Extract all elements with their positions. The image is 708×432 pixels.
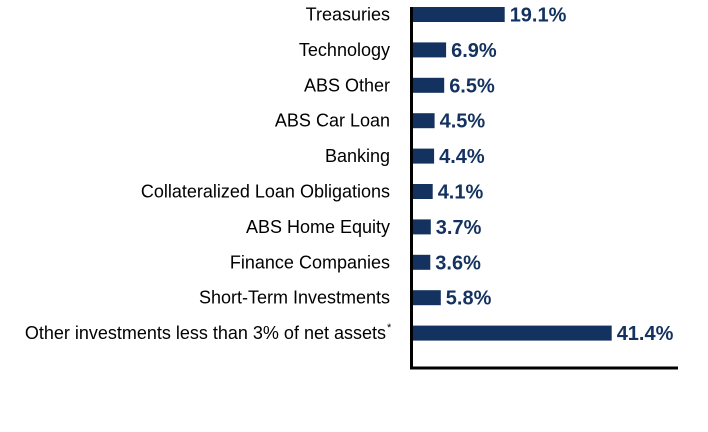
- bar-3: [413, 77, 445, 93]
- category-label: Finance Companies: [230, 252, 390, 272]
- value-label: 3.7%: [436, 217, 482, 239]
- bar-8: [413, 254, 431, 270]
- category-label: Collateralized Loan Obligations: [141, 182, 390, 202]
- bar-4: [413, 113, 435, 129]
- bar-1: [413, 7, 505, 22]
- category-label: Other investments less than 3% of net as…: [25, 323, 386, 343]
- bar-9: [413, 290, 441, 306]
- category-label: Technology: [299, 40, 390, 60]
- value-label: 4.5%: [440, 111, 486, 133]
- category-label: ABS Car Loan: [275, 111, 390, 131]
- value-label: 5.8%: [446, 288, 492, 310]
- bar-7: [413, 219, 431, 235]
- footnote-marker: *: [387, 322, 392, 334]
- category-label: Treasuries: [306, 5, 390, 25]
- value-label: 41.4%: [617, 323, 674, 345]
- bar-6: [413, 184, 433, 199]
- bar-5: [413, 148, 435, 164]
- value-label: 4.1%: [438, 182, 484, 204]
- value-label: 4.4%: [439, 146, 485, 168]
- bars-layer: [413, 7, 612, 341]
- labels-layer: Treasuries 19.1% Technology 6.9% ABS Other 6.…: [25, 5, 674, 346]
- bar-2: [413, 42, 447, 58]
- category-label: ABS Other: [304, 75, 390, 95]
- value-label: 3.6%: [435, 252, 481, 274]
- value-label: 19.1%: [510, 5, 567, 27]
- category-label: Short-Term Investments: [199, 288, 390, 308]
- value-label: 6.5%: [449, 75, 495, 97]
- bar-10: [413, 325, 612, 341]
- value-label: 6.9%: [451, 40, 497, 62]
- category-label: ABS Home Equity: [246, 217, 390, 237]
- category-label: Banking: [325, 146, 390, 166]
